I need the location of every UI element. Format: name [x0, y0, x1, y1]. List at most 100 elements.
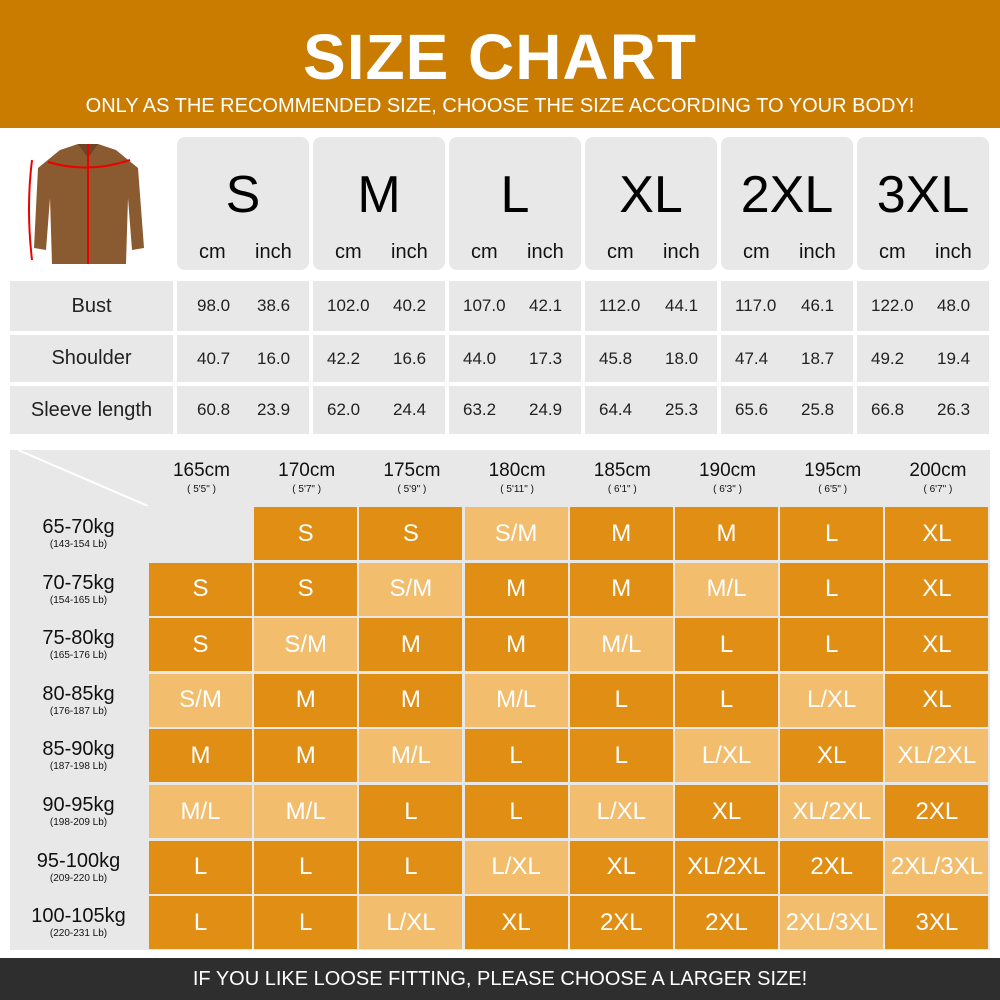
- weight-lb: (209-220 Lb): [49, 872, 108, 884]
- sweater-image: [28, 144, 144, 264]
- height-ft: ( 6'7" ): [923, 484, 953, 495]
- size-recommendation-cell: 2XL: [569, 896, 673, 950]
- weight-lb: (187-198 Lb): [49, 761, 108, 773]
- measurement-cell: 63.2 24.9: [449, 386, 581, 434]
- measurement-label: Bust: [10, 281, 173, 331]
- unit-cm: cm: [335, 241, 362, 263]
- weight-lb: (176-187 Lb): [49, 705, 108, 717]
- weight-label: 70-75kg (154-165 Lb): [10, 572, 147, 606]
- measurement-cell: 107.0 42.1: [449, 281, 581, 331]
- measurement-label: Sleeve length: [10, 386, 173, 434]
- size-recommendation-cell: 3XL: [885, 896, 989, 950]
- size-recommendation-cell: XL: [780, 729, 884, 783]
- height-cm: 170cm: [278, 460, 336, 481]
- value-inch: 23.9: [257, 400, 291, 419]
- weight-lb: (165-176 Lb): [49, 650, 108, 662]
- value-inch: 25.3: [665, 400, 699, 419]
- size-recommendation-cell: S: [149, 618, 252, 672]
- weight-kg: 75-80kg: [42, 627, 115, 650]
- size-label: 3XL: [876, 166, 970, 224]
- measurement-cell: 62.0 24.4: [313, 386, 445, 434]
- measurement-cell: 44.0 17.3: [449, 335, 581, 382]
- page-title: SIZE CHART: [303, 21, 697, 93]
- value-inch: 48.0: [937, 296, 971, 315]
- size-recommendation-cell: M: [149, 729, 252, 783]
- weight-label: 85-90kg (187-198 Lb): [10, 738, 147, 772]
- value-inch: 40.2: [393, 296, 427, 315]
- size-recommendation-cell: L: [569, 673, 673, 727]
- height-cm: 175cm: [383, 460, 441, 481]
- value-inch: 18.7: [801, 348, 835, 368]
- size-recommendation-cell: 2XL: [885, 785, 989, 838]
- size-label: XL: [619, 166, 683, 224]
- height-header: 190cm ( 6'3" ): [675, 460, 780, 495]
- measurement-cell: 42.2 16.6: [313, 335, 445, 382]
- size-recommendation-cell: L: [780, 507, 884, 560]
- weight-kg: 90-95kg: [42, 794, 115, 816]
- size-recommendation-cell: M: [569, 507, 673, 560]
- height-header: 175cm ( 5'9" ): [359, 460, 464, 495]
- value-cm: 63.2: [463, 400, 497, 419]
- measurement-cell: 66.8 26.3: [857, 386, 989, 434]
- weight-label: 75-80kg (165-176 Lb): [10, 627, 147, 661]
- weight-lb: (220-231 Lb): [49, 928, 108, 940]
- value-inch: 17.3: [529, 348, 563, 368]
- size-recommendation-cell: L: [359, 785, 463, 838]
- size-recommendation-cell: M: [254, 673, 358, 727]
- measurement-cell: 47.4 18.7: [721, 335, 853, 382]
- value-inch: 19.4: [937, 348, 971, 368]
- value-cm: 44.0: [463, 348, 497, 368]
- size-recommendation-cell: XL/2XL: [780, 785, 884, 838]
- weight-lb: (154-165 Lb): [49, 594, 108, 606]
- size-recommendation-cell: XL: [675, 785, 778, 838]
- weight-lb: (143-154 Lb): [49, 539, 108, 550]
- value-inch: 24.4: [393, 400, 427, 419]
- page-subtitle: ONLY AS THE RECOMMENDED SIZE, CHOOSE THE…: [85, 95, 915, 117]
- size-recommendation-cell: S: [359, 507, 463, 560]
- measurement-label: Shoulder: [10, 335, 173, 382]
- size-recommendation-cell: XL: [885, 507, 989, 560]
- size-label: L: [500, 166, 530, 224]
- measurement-cell: 112.0 44.1: [585, 281, 717, 331]
- weight-kg: 80-85kg: [42, 682, 115, 705]
- weight-label: 95-100kg (209-220 Lb): [10, 850, 147, 884]
- unit-cm: cm: [471, 241, 498, 263]
- weight-kg: 70-75kg: [42, 571, 115, 594]
- size-recommendation-cell: M/L: [569, 618, 673, 672]
- size-recommendation-cell: S/M: [359, 562, 463, 616]
- weight-label: 100-105kg (220-231 Lb): [10, 905, 147, 939]
- height-cm: 195cm: [804, 460, 862, 481]
- size-recommendation-cell: L: [569, 729, 673, 783]
- size-recommendation-cell: M: [464, 562, 568, 616]
- unit-cm: cm: [607, 241, 634, 263]
- unit-cm: cm: [879, 241, 906, 263]
- measurement-cell: 117.0 46.1: [721, 281, 853, 331]
- weight-kg: 100-105kg: [31, 905, 126, 928]
- value-cm: 98.0: [197, 296, 231, 315]
- size-recommendation-cell: L/XL: [569, 785, 673, 838]
- unit-inch: inch: [663, 241, 700, 263]
- height-ft: ( 5'7" ): [292, 484, 322, 495]
- unit-inch: inch: [255, 241, 292, 263]
- height-header: 195cm ( 6'5" ): [780, 460, 885, 495]
- size-recommendation-cell: 2XL: [675, 896, 778, 950]
- size-recommendation-cell: M/L: [254, 785, 358, 838]
- value-inch: 44.1: [665, 296, 699, 315]
- size-label: 2XL: [740, 166, 834, 224]
- height-header: 200cm ( 6'7" ): [885, 460, 990, 495]
- value-inch: 18.0: [665, 348, 699, 368]
- measurement-cell: 45.8 18.0: [585, 335, 717, 382]
- value-cm: 65.6: [735, 400, 769, 419]
- size-recommendation-cell: L: [780, 562, 884, 616]
- measurement-cell: 98.0 38.6: [177, 281, 309, 331]
- unit-inch: inch: [935, 241, 972, 263]
- size-recommendation-cell: S: [149, 562, 252, 616]
- value-cm: 107.0: [463, 296, 506, 315]
- size-recommendation-cell: L/XL: [675, 729, 778, 783]
- weight-label: 90-95kg (198-209 Lb): [10, 794, 147, 828]
- height-header: 185cm ( 6'1" ): [570, 460, 675, 495]
- value-cm: 42.2: [327, 348, 361, 368]
- value-inch: 26.3: [937, 400, 971, 419]
- size-header-S: S cm inch: [177, 137, 309, 270]
- height-cm: 165cm: [172, 460, 231, 481]
